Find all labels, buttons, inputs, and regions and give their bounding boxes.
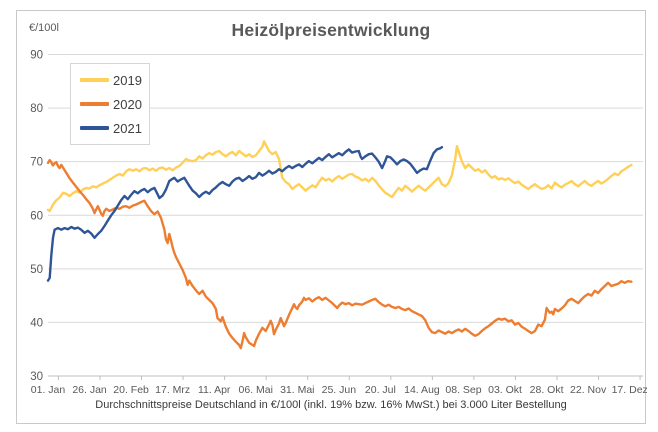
- x-axis-label: 03. Okt: [488, 384, 522, 396]
- series-line-2021: [46, 145, 444, 282]
- y-axis-label: 60: [30, 210, 43, 222]
- y-axis-label: 30: [30, 371, 43, 383]
- chart-caption: Durchschnittspreise Deutschland in €/100…: [95, 399, 567, 411]
- x-axis-label: 08. Sep: [445, 384, 481, 396]
- legend: 2019 2020 2021: [70, 63, 150, 145]
- legend-label: 2020: [113, 96, 142, 112]
- series-line-2019: [46, 140, 633, 213]
- y-axis-label: 50: [30, 264, 43, 276]
- y-axis-label: 80: [30, 103, 43, 115]
- x-axis-label: 01. Jan: [31, 384, 66, 396]
- legend-swatch-2021: [80, 126, 109, 130]
- x-axis-label: 20. Jul: [365, 384, 396, 396]
- chart-title: Heizölpreisentwicklung: [231, 20, 431, 40]
- legend-label: 2021: [113, 120, 142, 136]
- legend-item-2019: 2019: [80, 68, 149, 92]
- y-axis-label: 90: [30, 50, 43, 62]
- x-axis-label: 06. Mai: [239, 384, 273, 396]
- legend-item-2021: 2021: [80, 116, 149, 140]
- chart-frame: €/100l Heizölpreisentwicklung 90 80 70 60 50…: [16, 10, 647, 424]
- y-axis-label: 70: [30, 157, 43, 169]
- legend-item-2020: 2020: [80, 92, 149, 116]
- x-axis-label: 20. Feb: [113, 384, 149, 396]
- x-axis-label: 31. Mai: [280, 384, 314, 396]
- x-axis-label: 26. Jan: [72, 384, 107, 396]
- x-axis-label: 11. Apr: [198, 384, 231, 396]
- y-axis-unit-label: €/100l: [29, 22, 59, 34]
- x-axis-label: 17. Dez: [612, 384, 647, 396]
- x-axis-label: 22. Nov: [570, 384, 607, 396]
- legend-swatch-2020: [80, 102, 109, 106]
- legend-swatch-2019: [80, 78, 109, 82]
- y-axis-label: 40: [30, 317, 43, 329]
- series-line-2020: [46, 158, 633, 350]
- x-axis-label: 25. Jun: [322, 384, 357, 396]
- x-axis-label: 28. Okt: [530, 384, 564, 396]
- x-axis-label: 17. Mrz: [155, 384, 190, 396]
- x-axis-label: 14. Aug: [404, 384, 440, 396]
- legend-label: 2019: [113, 72, 142, 88]
